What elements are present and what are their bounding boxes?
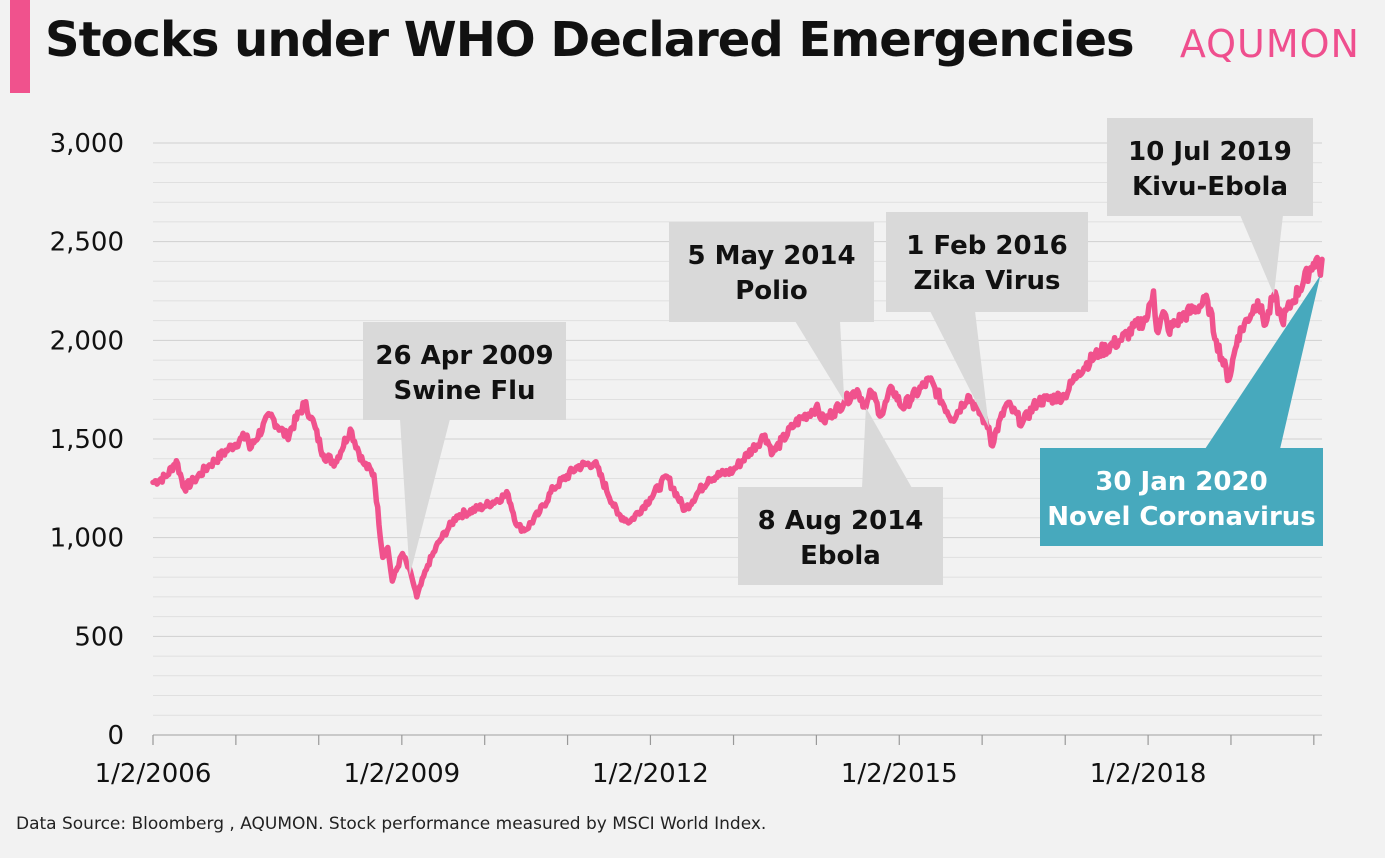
annotation-date: 1 Feb 2016 bbox=[906, 231, 1068, 261]
source-note: Data Source: Bloomberg , AQUMON. Stock p… bbox=[16, 814, 767, 834]
annotation-callout: 30 Jan 2020 Novel Coronavirus bbox=[1040, 275, 1323, 546]
annotation-callout: 10 Jul 2019 Kivu-Ebola bbox=[1107, 118, 1313, 295]
annotation-date: 8 Aug 2014 bbox=[758, 506, 924, 536]
y-tick-label: 500 bbox=[74, 622, 124, 652]
callout-box bbox=[738, 487, 943, 585]
annotation-callout: 26 Apr 2009 Swine Flu bbox=[363, 322, 566, 576]
annotation-event: Swine Flu bbox=[393, 376, 535, 406]
y-tick-label: 1,000 bbox=[50, 524, 124, 554]
brand-logo: AQUMON bbox=[1179, 22, 1360, 66]
x-tick-label: 1/2/2012 bbox=[592, 759, 709, 789]
series-layer bbox=[150, 254, 1325, 600]
x-tick-label: 1/2/2006 bbox=[95, 759, 212, 789]
annotation-event: Ebola bbox=[800, 541, 881, 571]
y-tick-label: 2,500 bbox=[50, 228, 124, 258]
annotation-event: Kivu-Ebola bbox=[1132, 172, 1288, 202]
annotation-event: Novel Coronavirus bbox=[1047, 502, 1316, 532]
annotation-event: Polio bbox=[735, 276, 808, 306]
callout-pointer bbox=[1240, 215, 1283, 295]
annotation-date: 10 Jul 2019 bbox=[1128, 137, 1292, 167]
accent-bar bbox=[10, 0, 30, 93]
annotation-date: 5 May 2014 bbox=[687, 241, 855, 271]
x-tick-label: 1/2/2018 bbox=[1090, 759, 1207, 789]
x-axis: 1/2/2006 1/2/2009 1/2/2012 1/2/2015 1/2/2018 bbox=[95, 734, 1322, 789]
callout-box bbox=[1040, 448, 1323, 546]
annotation-callout: 1 Feb 2016 Zika Virus bbox=[886, 212, 1088, 428]
annotation-date: 26 Apr 2009 bbox=[375, 341, 553, 371]
callout-pointer bbox=[862, 407, 912, 488]
y-axis: 0 500 1,000 1,500 2,000 2,500 3,000 bbox=[50, 129, 124, 751]
callout-pointer bbox=[1205, 275, 1321, 449]
x-tick-label: 1/2/2009 bbox=[343, 759, 460, 789]
series-line bbox=[150, 254, 1325, 600]
callout-box bbox=[1107, 118, 1313, 216]
callout-box bbox=[669, 222, 874, 322]
callout-pointer bbox=[400, 419, 450, 576]
annotation-callout: 5 May 2014 Polio bbox=[669, 222, 874, 402]
callout-pointer bbox=[930, 311, 989, 428]
callout-box bbox=[886, 212, 1088, 312]
annotation-layer: 26 Apr 2009 Swine Flu 5 May 2014 Polio 8 Aug… bbox=[363, 118, 1323, 585]
annotation-callout: 8 Aug 2014 Ebola bbox=[738, 407, 943, 585]
y-tick-label: 2,000 bbox=[50, 326, 124, 356]
chart-title: Stocks under WHO Declared Emergencies bbox=[45, 12, 1135, 68]
callout-box bbox=[363, 322, 566, 420]
annotation-event: Zika Virus bbox=[913, 266, 1060, 296]
x-tick-label: 1/2/2015 bbox=[841, 759, 958, 789]
callout-pointer bbox=[795, 321, 845, 402]
y-tick-label: 0 bbox=[107, 721, 124, 751]
y-tick-label: 1,500 bbox=[50, 425, 124, 455]
annotation-date: 30 Jan 2020 bbox=[1095, 467, 1267, 497]
y-tick-label: 3,000 bbox=[50, 129, 124, 159]
